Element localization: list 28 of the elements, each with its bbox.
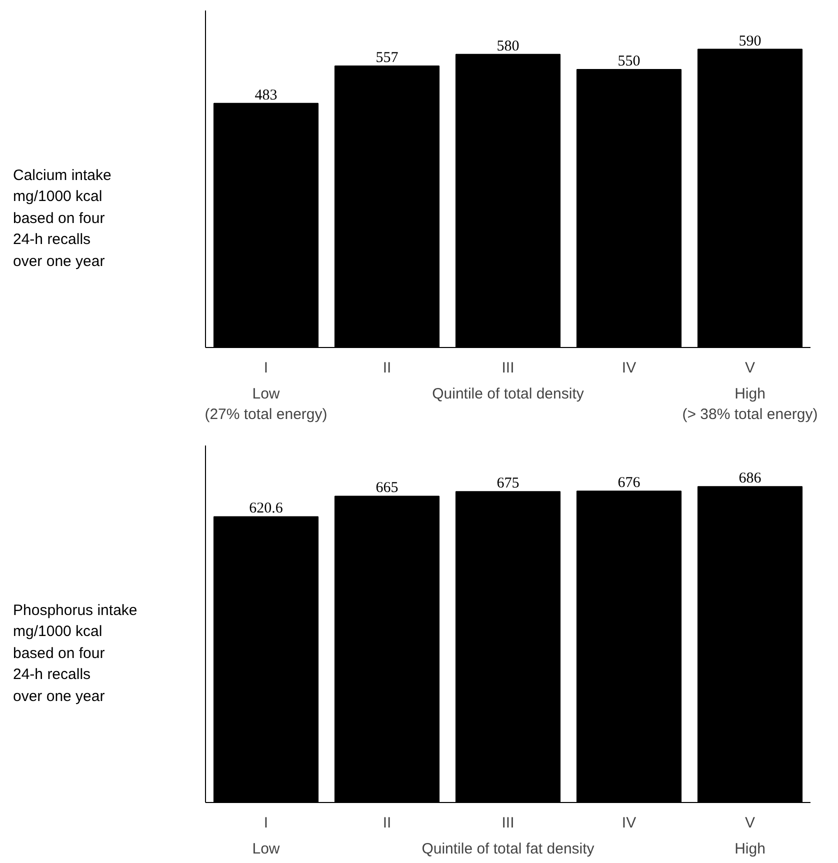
- data-label: 483: [254, 87, 278, 104]
- data-label: 675: [496, 476, 520, 492]
- x-tick-label: V: [745, 360, 756, 376]
- x-tick-label: II: [382, 360, 392, 376]
- x-tick-label: I: [264, 360, 268, 376]
- x-tick-label: V: [745, 814, 756, 832]
- data-label: 676: [618, 475, 641, 492]
- data-label: 580: [496, 38, 520, 54]
- x-tick-label: II: [382, 814, 392, 832]
- data-label: 590: [738, 33, 762, 50]
- text: High (> 38% total energy): [682, 386, 818, 423]
- x-tick-label: I: [264, 814, 268, 832]
- x-tick-label: III: [502, 814, 514, 832]
- x-axis-title: Quintile of total fat density: [422, 840, 595, 858]
- x-axis-title: Quintile of total density: [432, 386, 584, 402]
- x-tick-label: IV: [622, 814, 636, 832]
- text: High: [734, 840, 766, 858]
- data-label: 686: [738, 470, 762, 487]
- text: Low (27% total energy): [204, 386, 328, 423]
- y-axis-title: Phosphorus intake mg/1000 kcal based on four 24-h recalls over one year: [13, 601, 138, 707]
- data-label: 550: [618, 53, 640, 70]
- data-label: 620.6: [249, 500, 284, 517]
- x-tick-label: IV: [622, 360, 636, 376]
- data-label: 557: [376, 50, 399, 66]
- data-label: 665: [376, 480, 398, 496]
- text: Low: [252, 840, 280, 858]
- y-axis-title: Calcium intake mg/1000 kcal based on four 24-h recalls over one year: [13, 166, 112, 272]
- x-tick-label: III: [502, 360, 514, 376]
